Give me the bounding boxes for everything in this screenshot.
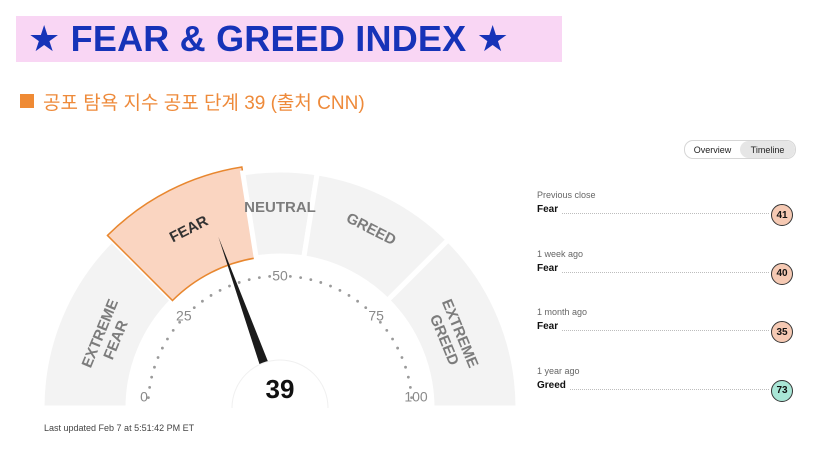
tick-dot xyxy=(209,294,213,297)
history-value-badge: 40 xyxy=(771,262,793,285)
tick-dot xyxy=(268,275,272,278)
tick-dot xyxy=(319,281,323,284)
dotted-leader xyxy=(537,388,769,390)
gauge-value: 39 xyxy=(266,374,295,404)
tick-dot xyxy=(378,320,382,324)
tick-dot xyxy=(410,396,413,400)
tick-dot xyxy=(396,346,400,350)
history-list: Previous close Fear 41 1 week ago Fear 4… xyxy=(537,190,795,424)
history-label: Fear xyxy=(537,321,562,332)
history-row-1-month: 1 month ago Fear 35 xyxy=(537,307,795,366)
tick-dot xyxy=(404,365,407,369)
tick-dot xyxy=(166,337,169,341)
tick-dot xyxy=(338,288,342,292)
subtitle-text: 공포 탐욕 지수 공포 단계 39 (출처 CNN) xyxy=(43,92,365,114)
segment-fear xyxy=(106,166,258,302)
tick-label: 75 xyxy=(368,308,384,324)
history-period: 1 month ago xyxy=(537,307,588,317)
segment-label: NEUTRAL xyxy=(244,199,316,216)
tick-dot xyxy=(408,385,412,389)
segment-extreme-greed xyxy=(383,236,521,411)
dotted-leader xyxy=(537,330,769,331)
tick-dot xyxy=(364,306,368,310)
tick-dot xyxy=(192,306,196,310)
tick-dot xyxy=(156,356,160,359)
gauge-hub-outline xyxy=(231,359,329,409)
view-toggle[interactable]: Overview Timeline xyxy=(684,140,796,159)
tick-dot xyxy=(201,299,204,303)
history-row-1-week: 1 week ago Fear 40 xyxy=(537,249,795,308)
tick-dot xyxy=(153,365,156,369)
tick-dot xyxy=(329,284,332,288)
tick-label: 100 xyxy=(404,389,428,405)
history-label: Fear xyxy=(537,204,562,215)
tick-dot xyxy=(178,320,182,324)
tick-dot xyxy=(288,275,292,278)
tick-dot xyxy=(160,346,164,350)
tick-label: 0 xyxy=(140,389,148,405)
tick-label: 50 xyxy=(272,268,288,284)
tick-dot xyxy=(171,329,175,332)
page-title: ★ FEAR & GREED INDEX ★ xyxy=(28,18,509,59)
history-period: 1 year ago xyxy=(537,365,580,376)
tick-label: 25 xyxy=(176,308,192,324)
tick-dot xyxy=(148,385,152,389)
tick-dot xyxy=(400,356,404,359)
gauge-needle xyxy=(218,236,269,367)
gauge-hub xyxy=(232,360,328,408)
dotted-leader xyxy=(537,213,769,214)
square-bullet-icon xyxy=(20,94,34,108)
subtitle: 공포 탐욕 지수 공포 단계 39 (출처 CNN) xyxy=(20,88,365,114)
overview-tab[interactable]: Overview xyxy=(693,144,732,155)
tick-dot xyxy=(257,276,261,280)
timeline-tab[interactable]: Timeline xyxy=(740,141,795,158)
tick-dot xyxy=(237,281,241,284)
history-row-1-year: 1 year ago Greed 73 xyxy=(537,366,795,425)
history-value-badge: 35 xyxy=(771,321,793,343)
history-label: Greed xyxy=(537,379,569,391)
tick-dot xyxy=(218,288,222,292)
title-banner: ★ FEAR & GREED INDEX ★ xyxy=(16,16,562,62)
tick-dot xyxy=(391,337,394,341)
history-period: Previous close xyxy=(537,190,596,200)
tick-dot xyxy=(385,329,389,332)
tick-dot xyxy=(309,278,313,282)
history-label: Fear xyxy=(537,262,562,274)
tick-dot xyxy=(228,284,231,288)
tick-dot xyxy=(356,299,359,303)
tick-dot xyxy=(347,294,351,297)
last-updated: Last updated Feb 7 at 5:51:42 PM ET xyxy=(44,423,195,433)
history-value-badge: 41 xyxy=(771,204,793,226)
tick-dot xyxy=(299,276,303,280)
tick-dot xyxy=(406,375,410,379)
history-value-badge: 73 xyxy=(771,379,793,402)
history-period: 1 week ago xyxy=(537,248,584,259)
history-row-previous-close: Previous close Fear 41 xyxy=(537,190,795,249)
tick-dot xyxy=(247,278,251,282)
tick-dot xyxy=(150,375,154,379)
dotted-leader xyxy=(537,271,769,273)
tick-dot xyxy=(147,396,150,400)
